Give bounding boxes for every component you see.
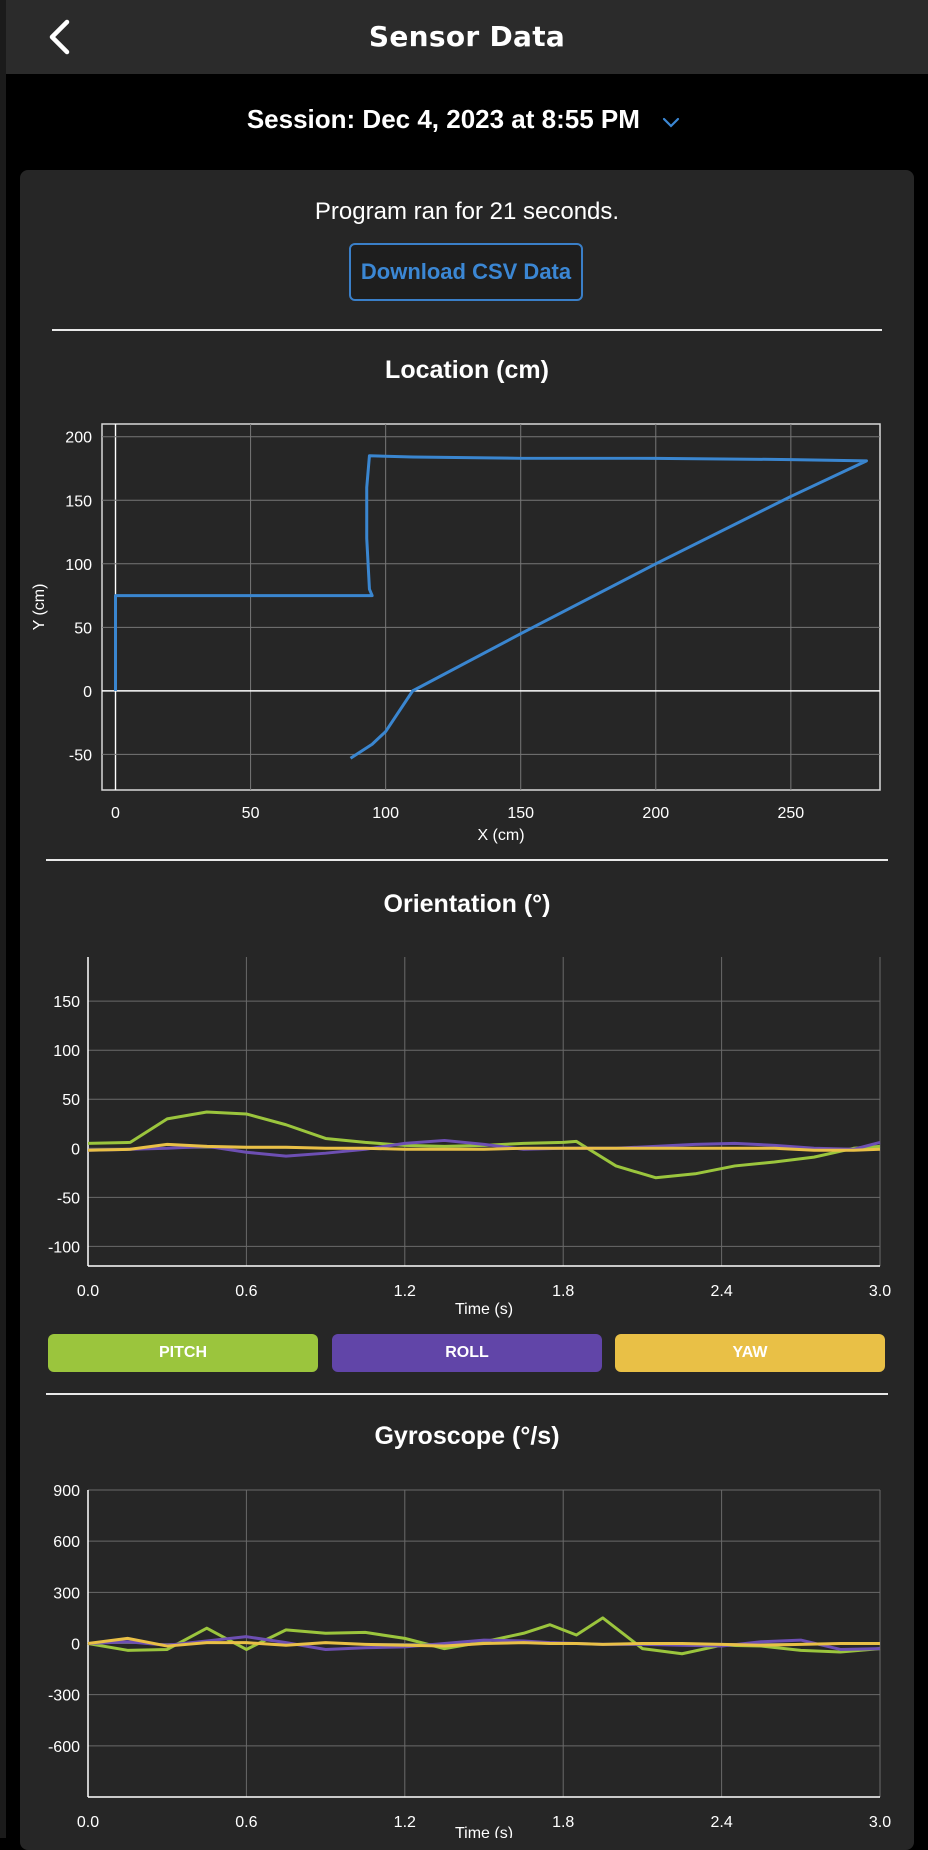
orientation-yaw-line	[87, 1142, 881, 1152]
run-duration-text: Program ran for 21 seconds.	[314, 198, 620, 225]
x-tick-label: 250	[778, 805, 805, 822]
gyroscope-y-tick-label: 300	[53, 1585, 80, 1602]
y-tick-label: 150	[65, 493, 92, 510]
orientation-y-tick-label: 100	[53, 1043, 80, 1060]
gyroscope-y-tick-label: -600	[48, 1739, 80, 1756]
gyroscope-x-tick-label: 1.2	[394, 1814, 416, 1831]
gyroscope-y-tick-label: 600	[53, 1534, 80, 1551]
chevron-left-icon	[49, 19, 70, 55]
download-csv-button[interactable]: Download CSV Data	[349, 243, 583, 301]
orientation-x-tick-label: 0.0	[77, 1283, 99, 1300]
orientation-x-tick-label: 1.2	[394, 1283, 416, 1300]
orientation-x-tick-label: 3.0	[869, 1283, 891, 1300]
gyroscope-title: Gyroscope (°/s)	[374, 1422, 560, 1450]
orientation-y-tick-label: 50	[62, 1092, 80, 1109]
orientation-y-tick-label: 150	[53, 994, 80, 1011]
session-label: Session: Dec 4, 2023 at 8:55 PM	[246, 104, 640, 134]
divider	[52, 329, 882, 331]
y-tick-label: 100	[65, 557, 92, 574]
gyroscope-x-tick-label: 2.4	[710, 1814, 732, 1831]
orientation-y-tick-label: 0	[71, 1141, 80, 1158]
gyroscope-x-tick-label: 0.6	[235, 1814, 257, 1831]
gyroscope-y-tick-label: 0	[71, 1637, 80, 1654]
location-title: Location (cm)	[385, 356, 549, 384]
divider	[46, 859, 888, 861]
y-tick-label: 200	[65, 430, 92, 447]
gyroscope-y-tick-label: 900	[53, 1483, 80, 1500]
divider	[46, 1393, 888, 1395]
gyroscope-x-tick-label: 0.0	[77, 1814, 99, 1831]
x-tick-label: 0	[111, 805, 120, 822]
plot-frame	[101, 423, 881, 791]
gyroscope-pitch-line	[87, 1616, 881, 1656]
legend-roll-button[interactable]: ROLL	[332, 1334, 602, 1372]
gyroscope-y-tick-label: -300	[48, 1688, 80, 1705]
legend-yaw-button[interactable]: YAW	[615, 1334, 885, 1372]
page-title: Sensor Data	[368, 20, 566, 53]
gyroscope-x-tick-label: 1.8	[552, 1814, 574, 1831]
x-tick-label: 150	[507, 805, 534, 822]
orientation-y-tick-label: -100	[48, 1239, 80, 1256]
x-tick-label: 200	[642, 805, 669, 822]
orientation-title: Orientation (°)	[383, 890, 551, 918]
gyroscope-x-tick-label: 3.0	[869, 1814, 891, 1831]
orientation-y-tick-label: -50	[57, 1190, 80, 1207]
sensor-data-card: Program ran for 21 seconds. Download CSV…	[20, 170, 914, 1850]
back-button[interactable]	[42, 14, 82, 60]
gyroscope-yaw-line	[87, 1636, 880, 1648]
session-selector[interactable]: Session: Dec 4, 2023 at 8:55 PM	[0, 104, 928, 137]
gyroscope-x-axis-label: Time (s)	[455, 1825, 513, 1838]
y-axis-label: Y (cm)	[31, 584, 48, 631]
x-axis-label: X (cm)	[477, 827, 524, 844]
orientation-x-tick-label: 0.6	[235, 1283, 257, 1300]
orientation-x-axis-label: Time (s)	[455, 1301, 513, 1318]
chevron-down-icon	[661, 106, 681, 137]
orientation-pitch-line	[87, 1110, 881, 1180]
top-navigation-bar: Sensor Data	[6, 0, 928, 74]
x-tick-label: 100	[372, 805, 399, 822]
orientation-x-tick-label: 1.8	[552, 1283, 574, 1300]
legend-pitch-button[interactable]: PITCH	[48, 1334, 318, 1372]
y-tick-label: -50	[69, 747, 92, 764]
location-path-line	[114, 454, 868, 760]
y-tick-label: 50	[74, 620, 92, 637]
orientation-x-tick-label: 2.4	[710, 1283, 732, 1300]
orientation-roll-line	[87, 1138, 881, 1158]
y-tick-label: 0	[83, 684, 92, 701]
left-edge-strip	[0, 0, 6, 1838]
x-tick-label: 50	[242, 805, 260, 822]
